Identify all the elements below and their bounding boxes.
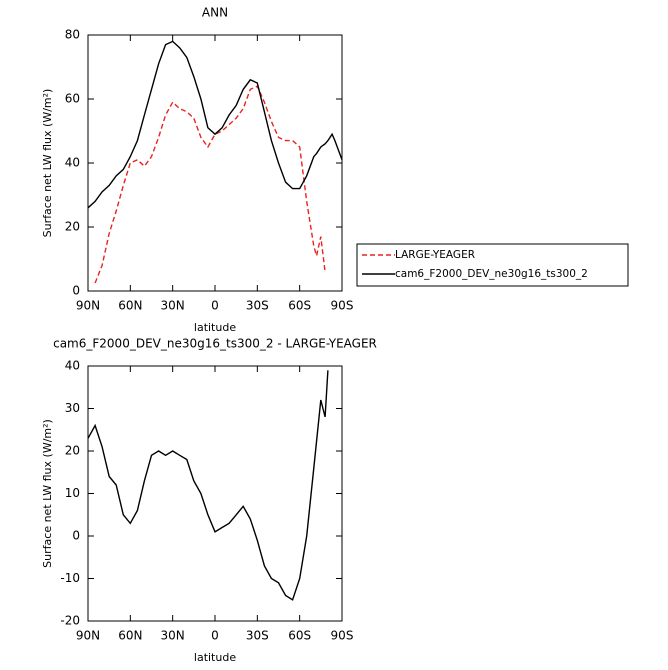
x-axis-label: latitude xyxy=(194,651,236,664)
y-tick-label: 40 xyxy=(65,156,80,170)
plot-frame xyxy=(87,365,343,622)
y-axis-label: Surface net LW flux (W/m²) xyxy=(41,89,54,238)
y-tick-label: 30 xyxy=(65,401,80,415)
y-tick-label: 20 xyxy=(65,220,80,234)
x-axis-label: latitude xyxy=(194,321,236,334)
data-line xyxy=(87,370,329,601)
legend-box xyxy=(356,243,629,287)
chart-title: cam6_F2000_DEV_ne30g16_ts300_2 - LARGE-Y… xyxy=(53,337,377,351)
y-tick-label: 10 xyxy=(65,486,80,500)
x-tick-label: 90N xyxy=(76,299,100,313)
plot-frame xyxy=(87,34,343,292)
x-tick-label: 30S xyxy=(246,629,269,643)
x-tick-label: 60N xyxy=(118,299,142,313)
y-tick-label: -10 xyxy=(60,571,80,585)
y-tick-label: 0 xyxy=(72,529,80,543)
y-tick-label: 20 xyxy=(65,444,80,458)
y-tick-label: -20 xyxy=(60,614,80,628)
legend-label: LARGE-YEAGER xyxy=(395,249,475,261)
y-tick-label: 40 xyxy=(65,359,80,373)
x-tick-label: 60S xyxy=(288,299,311,313)
data-line xyxy=(87,40,343,209)
y-axis-label: Surface net LW flux (W/m²) xyxy=(41,419,54,568)
x-tick-label: 60S xyxy=(288,629,311,643)
x-tick-label: 30S xyxy=(246,299,269,313)
x-tick-label: 90S xyxy=(331,299,354,313)
x-tick-label: 90N xyxy=(76,629,100,643)
x-tick-label: 90S xyxy=(331,629,354,643)
data-line xyxy=(94,85,326,284)
y-tick-label: 60 xyxy=(65,92,80,106)
legend-label: cam6_F2000_DEV_ne30g16_ts300_2 xyxy=(395,268,588,280)
y-tick-label: 80 xyxy=(65,28,80,42)
y-tick-label: 0 xyxy=(72,284,80,298)
x-tick-label: 0 xyxy=(211,299,219,313)
x-tick-label: 30N xyxy=(161,629,185,643)
x-tick-label: 60N xyxy=(118,629,142,643)
chart-title: ANN xyxy=(202,6,228,20)
x-tick-label: 0 xyxy=(211,629,219,643)
x-tick-label: 30N xyxy=(161,299,185,313)
